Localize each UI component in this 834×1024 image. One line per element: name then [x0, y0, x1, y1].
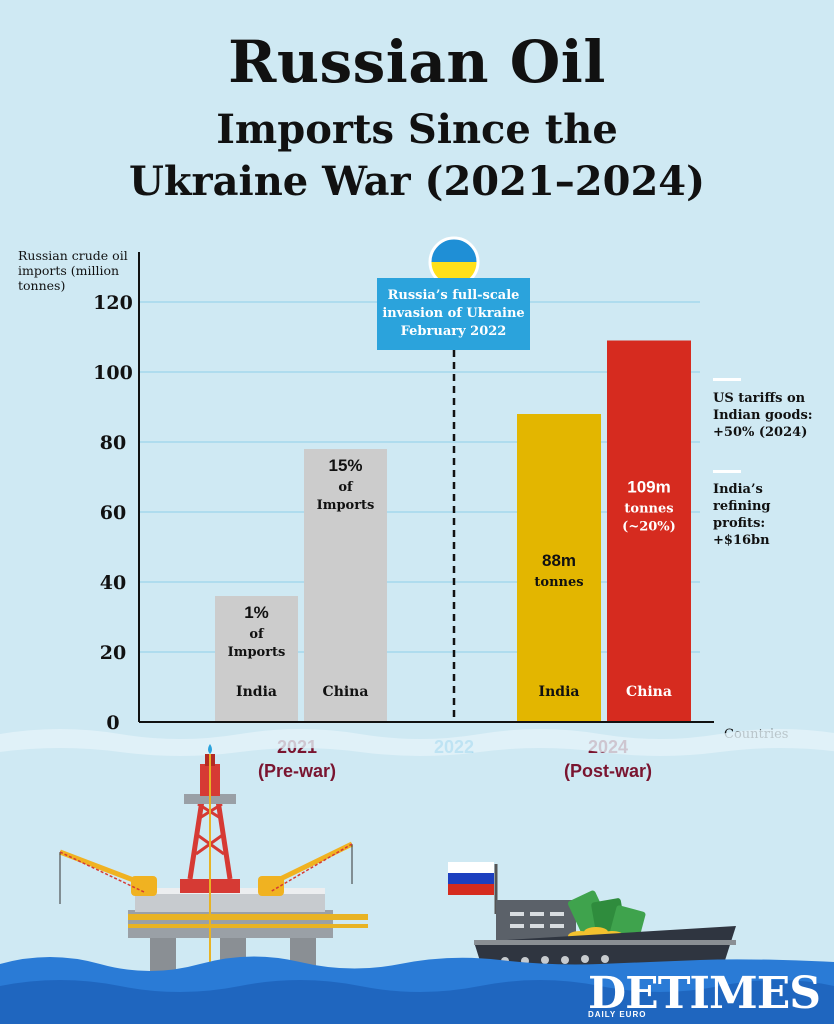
- brand-logo-sub: DAILY EURO: [588, 1010, 647, 1019]
- y-tick-label: 40: [100, 572, 126, 594]
- y-tick-label: 80: [100, 432, 126, 454]
- bar-category-label: China: [323, 684, 369, 700]
- bar-data-label: of: [249, 627, 265, 642]
- group-sublabel: (Pre-war): [257, 761, 337, 781]
- note-line: +50% (2024): [713, 425, 808, 440]
- note-divider: [713, 378, 741, 381]
- note-line: profits:: [713, 516, 766, 531]
- chart-title-lines: Imports Since the Ukraine War (2021–2024…: [0, 104, 834, 208]
- y-tick-label: 120: [93, 292, 133, 314]
- group-sublabel: (Post-war): [563, 761, 652, 781]
- y-axis-label: Russian crude oil imports (million tonne…: [18, 248, 128, 293]
- russia-flag-icon: [448, 862, 498, 914]
- chart-title-line1: Russian Oil: [228, 28, 606, 96]
- bar-2024-india: [517, 414, 601, 722]
- bar-data-label: tonnes: [624, 502, 673, 517]
- y-tick-label: 60: [100, 502, 126, 524]
- y-tick-label: 20: [100, 642, 126, 664]
- bar-category-label: India: [236, 684, 277, 700]
- brand-logo: DETIMES: [588, 968, 821, 1019]
- callout-line: invasion of Ukraine: [382, 306, 525, 321]
- bar-data-label: tonnes: [534, 575, 583, 590]
- gridlines: [140, 301, 700, 653]
- chart-title-line3: Ukraine War (2021–2024): [128, 158, 706, 205]
- bar-data-label: of: [338, 480, 354, 495]
- note-line: refining: [713, 499, 771, 514]
- bar-data-label: Imports: [228, 645, 286, 660]
- bar-data-label: 1%: [244, 603, 269, 622]
- bar-category-label: India: [539, 684, 580, 700]
- bar-2024-china: [607, 340, 691, 722]
- callout-line: February 2022: [400, 324, 507, 339]
- note-line: Indian goods:: [713, 408, 813, 423]
- bar-data-label: 88m: [542, 551, 576, 570]
- bar-category-label: China: [626, 684, 672, 700]
- note-line: US tariffs on: [713, 391, 806, 406]
- bars: India 1% of Imports China 15% of Imports India 88…: [215, 340, 691, 722]
- bar-data-label: (~20%): [622, 520, 676, 535]
- bar-data-label: Imports: [317, 498, 375, 513]
- note-divider: [713, 470, 741, 473]
- note-line: India’s: [713, 482, 763, 497]
- invasion-callout: Russia’s full-scale invasion of Ukraine …: [377, 278, 530, 350]
- illustration: [0, 729, 834, 1024]
- chart-title-line2: Imports Since the: [216, 106, 618, 153]
- y-tick-label: 100: [93, 362, 133, 384]
- bar-data-label: 15%: [328, 456, 362, 475]
- side-note-profits: India’s refining profits: +$16bn: [713, 481, 831, 549]
- callout-line: Russia’s full-scale: [387, 288, 520, 303]
- side-note-tariffs: US tariffs on Indian goods: +50% (2024): [713, 390, 831, 441]
- light-waves: [0, 729, 834, 756]
- bar-2021-china: [304, 449, 387, 722]
- bar-2021-india: [215, 596, 298, 722]
- bar-data-label: 109m: [627, 478, 670, 497]
- note-line: +$16bn: [713, 533, 770, 548]
